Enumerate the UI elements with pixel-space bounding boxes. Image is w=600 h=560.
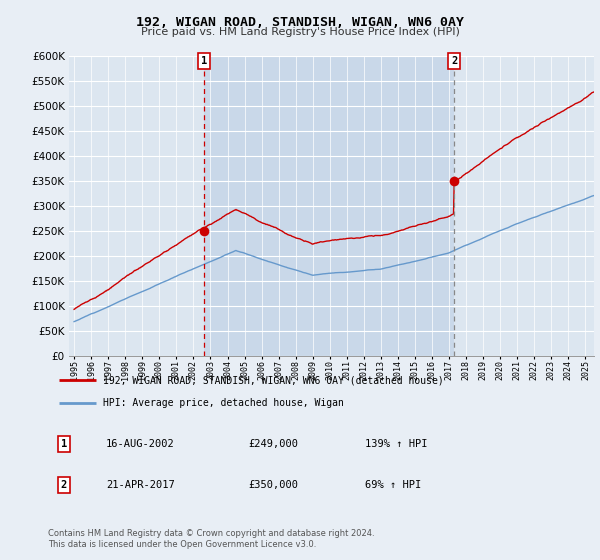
Text: 21-APR-2017: 21-APR-2017 [106, 480, 175, 491]
Text: 2: 2 [451, 56, 457, 66]
Text: Contains HM Land Registry data © Crown copyright and database right 2024.
This d: Contains HM Land Registry data © Crown c… [48, 529, 374, 549]
Text: 1: 1 [201, 56, 207, 66]
Text: 2: 2 [61, 480, 67, 491]
Text: 192, WIGAN ROAD, STANDISH, WIGAN, WN6 0AY (detached house): 192, WIGAN ROAD, STANDISH, WIGAN, WN6 0A… [103, 375, 444, 385]
Text: Price paid vs. HM Land Registry's House Price Index (HPI): Price paid vs. HM Land Registry's House … [140, 27, 460, 37]
Text: 16-AUG-2002: 16-AUG-2002 [106, 438, 175, 449]
Text: £249,000: £249,000 [248, 438, 299, 449]
Text: 139% ↑ HPI: 139% ↑ HPI [365, 438, 427, 449]
Text: HPI: Average price, detached house, Wigan: HPI: Average price, detached house, Wiga… [103, 398, 344, 408]
Text: £350,000: £350,000 [248, 480, 299, 491]
Text: 192, WIGAN ROAD, STANDISH, WIGAN, WN6 0AY: 192, WIGAN ROAD, STANDISH, WIGAN, WN6 0A… [136, 16, 464, 29]
Bar [204, 56, 454, 356]
Text: 1: 1 [61, 438, 67, 449]
Text: 69% ↑ HPI: 69% ↑ HPI [365, 480, 421, 491]
